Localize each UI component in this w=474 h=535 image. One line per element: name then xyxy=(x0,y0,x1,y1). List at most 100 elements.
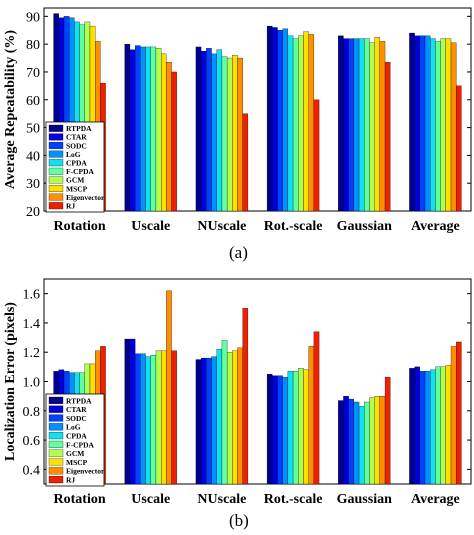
bar xyxy=(272,27,278,212)
bar xyxy=(384,62,391,212)
legend-swatch xyxy=(48,476,64,484)
legend-label: CPDA xyxy=(66,432,87,441)
legend-label: SODC xyxy=(66,414,87,423)
legend-label: F-CPDA xyxy=(66,167,94,176)
legend-label: RJ xyxy=(66,202,75,211)
bar xyxy=(166,62,172,212)
bar xyxy=(419,35,426,212)
legend: RTPDACTARSODCLoGCPDAF-CPDAGCMMSCPEigenve… xyxy=(45,393,105,487)
legend-swatch xyxy=(48,142,64,149)
legend-swatch xyxy=(48,405,64,413)
bar xyxy=(419,371,426,485)
legend-label: RJ xyxy=(66,476,75,485)
bar xyxy=(211,356,217,485)
bar xyxy=(150,46,157,212)
bar xyxy=(150,354,157,485)
bar xyxy=(435,366,441,485)
bar xyxy=(313,331,320,485)
bar xyxy=(221,56,228,212)
y-axis-label: Average Repeatability (%) xyxy=(3,30,18,189)
legend: RTPDACTARSODCLoGCPDAF-CPDAGCMMSCPEigenve… xyxy=(45,121,105,213)
legend-label: MSCP xyxy=(66,458,88,467)
bar xyxy=(277,375,283,485)
legend-label: SODC xyxy=(66,141,87,150)
x-tick-label: Average xyxy=(411,492,460,507)
bar xyxy=(364,38,370,212)
y-tick-label: 1.4 xyxy=(23,317,41,332)
bar xyxy=(266,25,273,212)
legend-swatch xyxy=(48,432,64,440)
bar xyxy=(160,350,167,485)
x-tick-label: NUscale xyxy=(197,219,246,234)
bar xyxy=(303,369,309,485)
bar xyxy=(374,37,380,212)
legend-label: CPDA xyxy=(66,159,87,168)
bar xyxy=(216,349,223,485)
legend-swatch xyxy=(48,124,64,132)
y-tick-label: 1.6 xyxy=(23,288,41,303)
legend-label: LoG xyxy=(66,423,81,432)
bar xyxy=(171,350,177,485)
bar xyxy=(445,365,452,485)
bar xyxy=(155,48,162,212)
y-tick-label: 70 xyxy=(26,66,40,81)
legend-swatch xyxy=(48,176,64,184)
y-tick-label: 60 xyxy=(26,94,40,109)
bar xyxy=(308,34,315,212)
bar xyxy=(440,366,446,485)
legend-swatch xyxy=(48,458,64,466)
bar xyxy=(195,46,202,212)
bar xyxy=(129,49,136,212)
legend-label: CTAR xyxy=(66,133,87,142)
legend-swatch xyxy=(48,423,64,431)
y-tick-label: 0.4 xyxy=(23,463,41,478)
bar xyxy=(343,395,349,485)
bar xyxy=(374,395,380,485)
x-tick-label: Rotation xyxy=(54,492,106,507)
bar xyxy=(358,38,365,212)
legend-swatch xyxy=(48,396,64,404)
bar xyxy=(277,30,283,212)
y-tick-label: 50 xyxy=(26,122,40,137)
y-tick-label: 1.0 xyxy=(23,376,41,391)
bar xyxy=(298,35,304,212)
plot-frame xyxy=(43,278,472,485)
bar xyxy=(272,375,278,485)
x-tick-label: Rotation xyxy=(54,219,106,234)
x-tick-label: Rot.-scale xyxy=(264,219,323,234)
bar xyxy=(145,356,151,485)
bar xyxy=(282,28,289,212)
legend-label: CTAR xyxy=(66,405,87,414)
bar xyxy=(200,50,207,212)
bar xyxy=(232,55,238,212)
bar xyxy=(303,31,309,212)
y-tick-label: 0.8 xyxy=(23,405,41,420)
bar xyxy=(221,340,228,485)
bar xyxy=(124,44,131,212)
bar xyxy=(226,57,233,212)
bar xyxy=(134,353,141,485)
y-tick-label: 30 xyxy=(26,177,40,192)
legend-swatch xyxy=(48,202,64,210)
bar xyxy=(338,400,344,485)
bar xyxy=(124,338,131,485)
bar xyxy=(145,46,151,212)
bar xyxy=(348,38,354,212)
bar xyxy=(353,38,360,212)
bar xyxy=(232,350,238,485)
chart-a: 20 30 40 50 60 70 80 90 Average Repeatability (%… xyxy=(3,7,472,234)
legend-swatch xyxy=(48,467,64,475)
chart-b: 0.4 0.6 0.8 1.0 1.2 1.4 1.6 Localization Error … xyxy=(3,278,472,507)
bar xyxy=(292,38,299,212)
legend-swatch xyxy=(48,440,64,448)
x-tick-label: Average xyxy=(411,219,460,234)
y-tick-label: 1.2 xyxy=(23,346,41,361)
bar xyxy=(424,371,431,485)
bar xyxy=(206,48,212,212)
legend-label: GCM xyxy=(66,176,84,185)
legend-label: LoG xyxy=(66,150,81,159)
legend-label: GCM xyxy=(66,449,84,458)
legend-label: F-CPDA xyxy=(66,440,94,449)
legend-label: RTPDA xyxy=(66,124,92,133)
